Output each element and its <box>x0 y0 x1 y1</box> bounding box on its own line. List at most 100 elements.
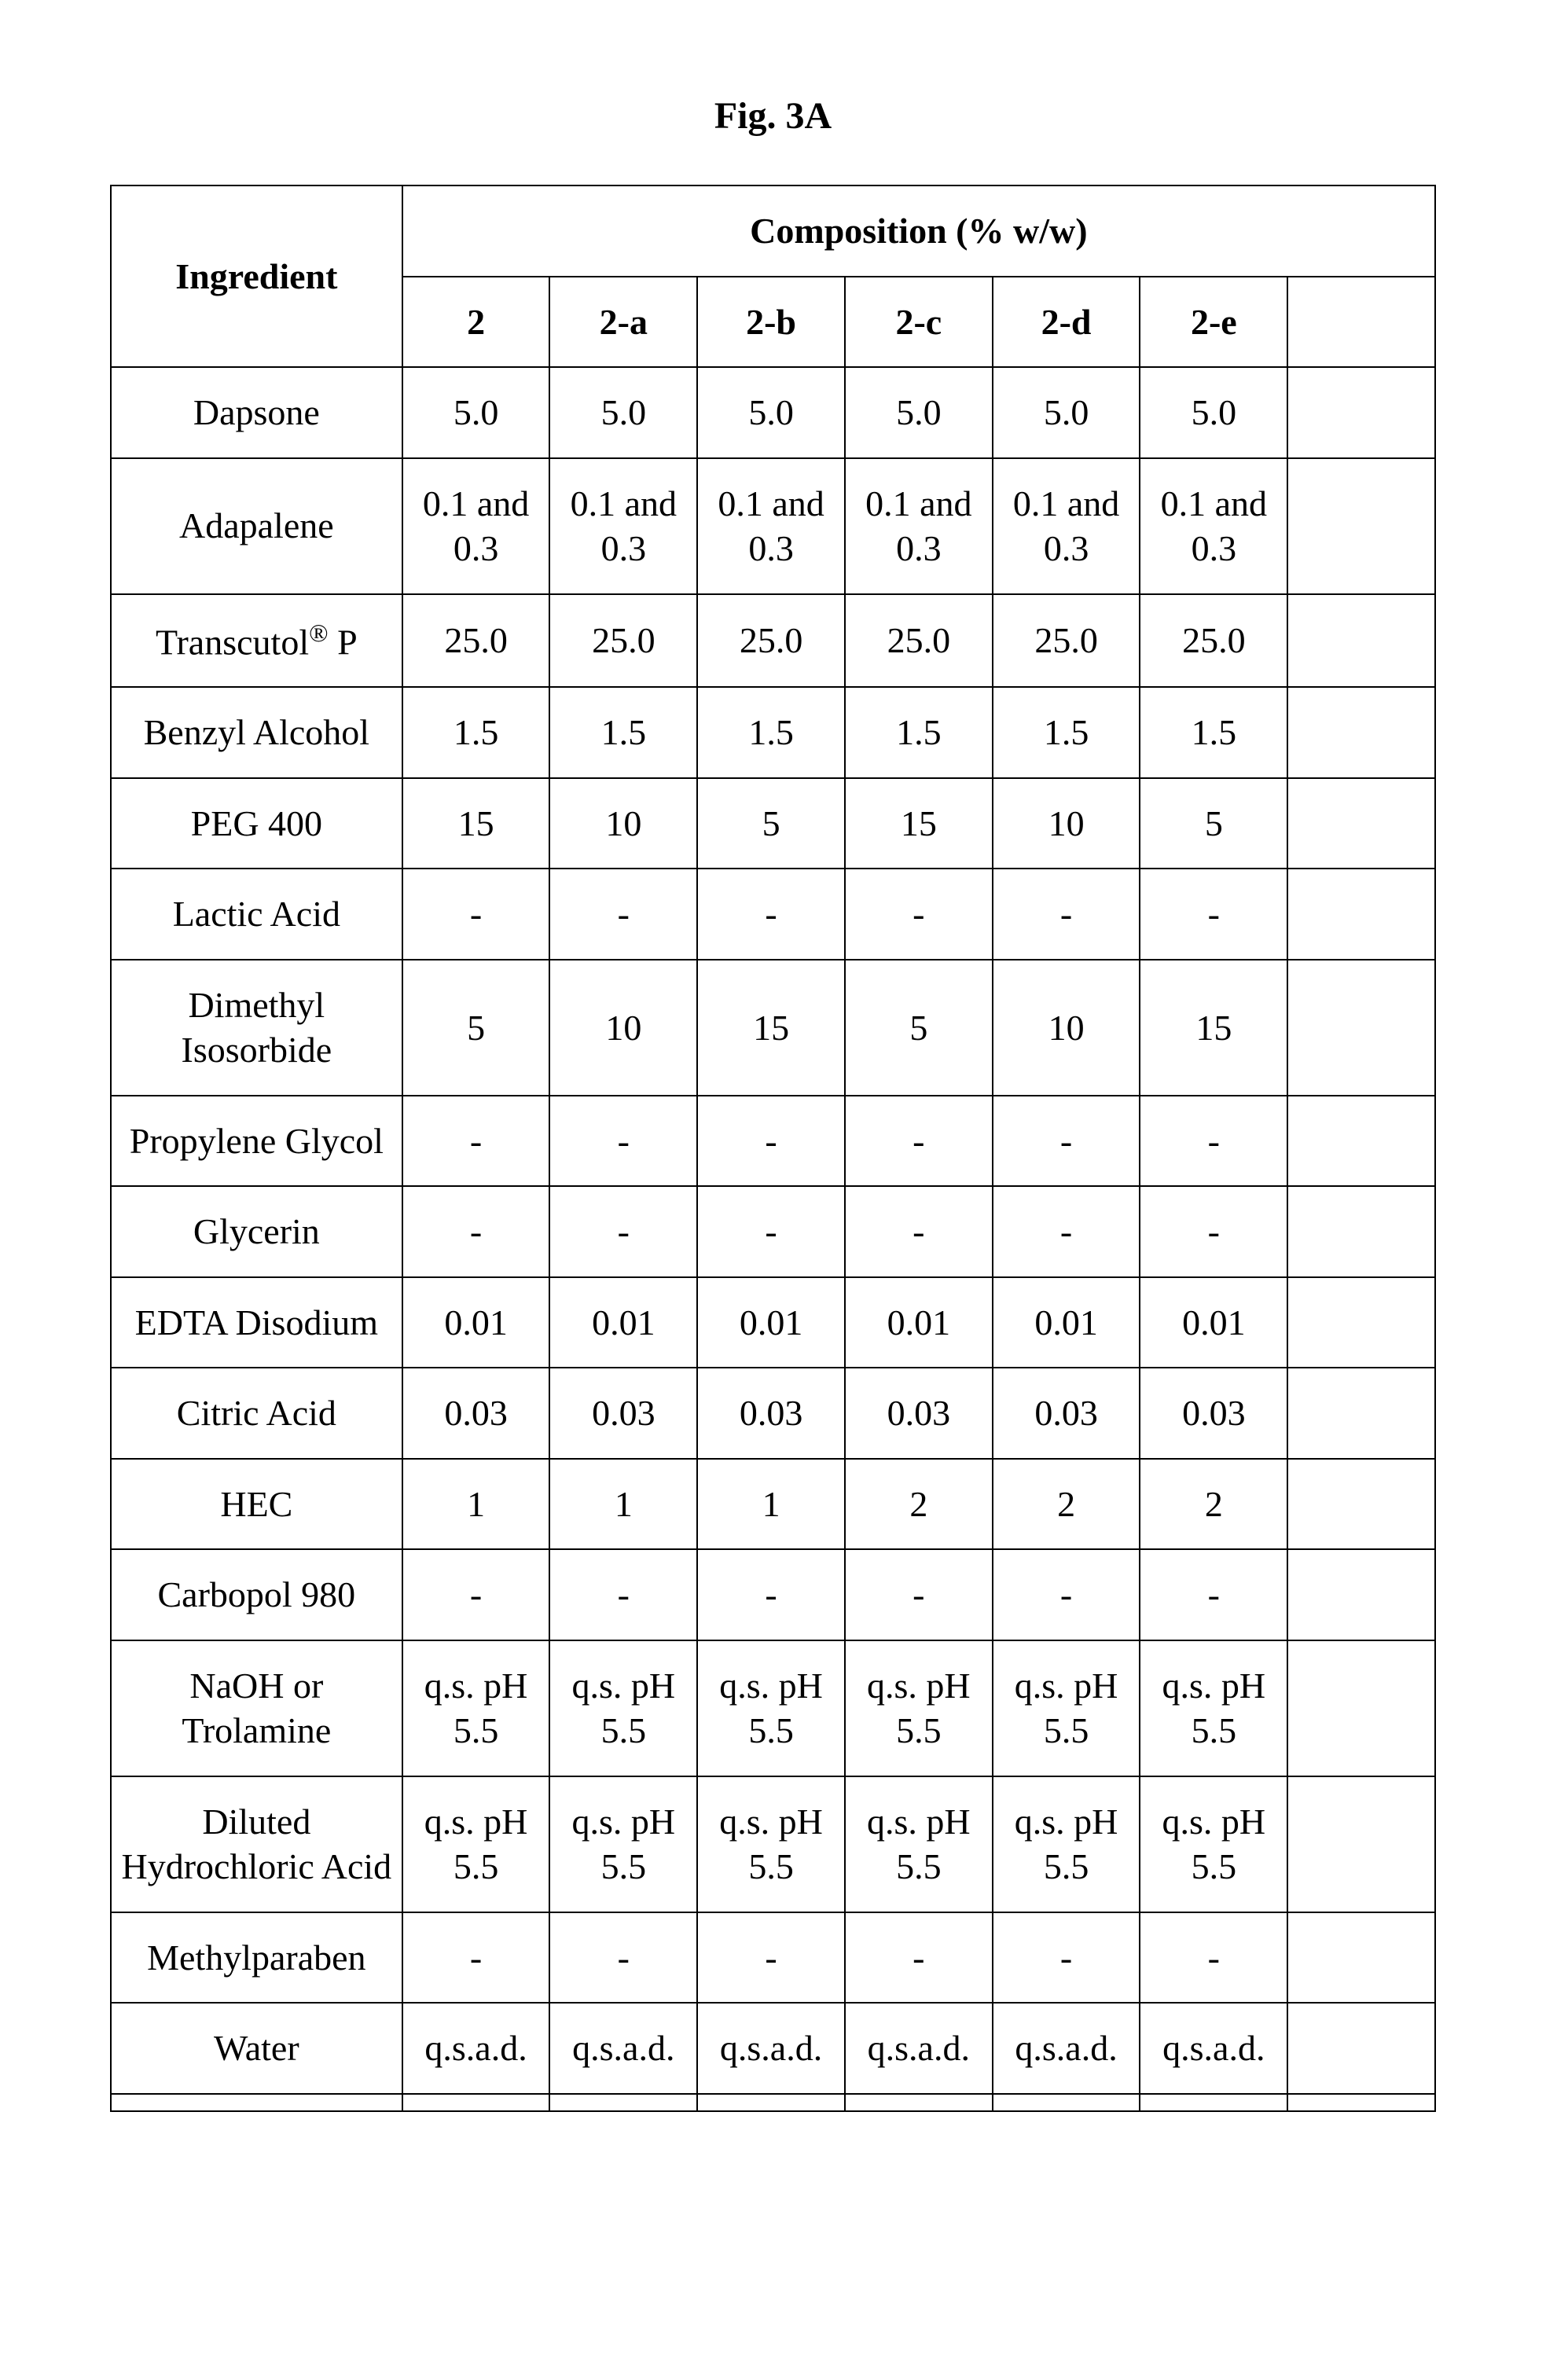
col-header-composition: Composition (% w/w) <box>402 185 1435 277</box>
value-cell: 15 <box>697 960 845 1096</box>
ingredient-cell: Methylparaben <box>111 1912 402 2004</box>
value-cell: 1.5 <box>845 687 993 778</box>
value-cell <box>845 2094 993 2111</box>
value-cell: 25.0 <box>697 594 845 688</box>
table-row: NaOH or Trolamineq.s. pH 5.5q.s. pH 5.5q… <box>111 1640 1435 1776</box>
value-cell <box>1287 594 1435 688</box>
table-row: Dimethyl Isosorbide5101551015 <box>111 960 1435 1096</box>
table-row: Waterq.s.a.d.q.s.a.d.q.s.a.d.q.s.a.d.q.s… <box>111 2003 1435 2094</box>
value-cell: q.s.a.d. <box>993 2003 1140 2094</box>
value-cell: 0.03 <box>1140 1368 1287 1459</box>
value-cell: - <box>1140 1549 1287 1640</box>
value-cell: - <box>993 1912 1140 2004</box>
value-cell <box>1287 1640 1435 1776</box>
value-cell: q.s. pH 5.5 <box>845 1776 993 1912</box>
ingredient-cell: Adapalene <box>111 458 402 594</box>
table-header: IngredientComposition (% w/w)22-a2-b2-c2… <box>111 185 1435 367</box>
value-cell: - <box>697 1912 845 2004</box>
value-cell <box>1287 1186 1435 1277</box>
value-cell: 15 <box>845 778 993 869</box>
value-cell: 1 <box>697 1459 845 1550</box>
value-cell: 25.0 <box>1140 594 1287 688</box>
table-row: Propylene Glycol------ <box>111 1096 1435 1187</box>
table-row: Benzyl Alcohol1.51.51.51.51.51.5 <box>111 687 1435 778</box>
value-cell <box>549 2094 697 2111</box>
value-cell: 5 <box>845 960 993 1096</box>
value-cell: 0.01 <box>845 1277 993 1368</box>
value-cell: 0.1 and 0.3 <box>697 458 845 594</box>
ingredient-cell: Lactic Acid <box>111 869 402 960</box>
subcol-header: 2 <box>402 277 550 368</box>
value-cell <box>993 2094 1140 2111</box>
value-cell: q.s. pH 5.5 <box>1140 1776 1287 1912</box>
value-cell: 2 <box>845 1459 993 1550</box>
value-cell: 1.5 <box>993 687 1140 778</box>
value-cell: 0.01 <box>993 1277 1140 1368</box>
value-cell: q.s.a.d. <box>1140 2003 1287 2094</box>
value-cell <box>1287 1459 1435 1550</box>
value-cell: 1 <box>402 1459 550 1550</box>
value-cell: - <box>549 1549 697 1640</box>
value-cell: q.s. pH 5.5 <box>697 1640 845 1776</box>
value-cell: - <box>402 1186 550 1277</box>
table-row: Carbopol 980------ <box>111 1549 1435 1640</box>
value-cell: q.s. pH 5.5 <box>1140 1640 1287 1776</box>
value-cell: 0.1 and 0.3 <box>402 458 550 594</box>
value-cell: 10 <box>549 778 697 869</box>
value-cell: - <box>549 1912 697 2004</box>
value-cell: 5 <box>402 960 550 1096</box>
value-cell <box>697 2094 845 2111</box>
value-cell: q.s. pH 5.5 <box>993 1776 1140 1912</box>
value-cell: 5.0 <box>993 367 1140 458</box>
value-cell: 0.1 and 0.3 <box>549 458 697 594</box>
value-cell: 5.0 <box>1140 367 1287 458</box>
table-row: Diluted Hydrochloric Acidq.s. pH 5.5q.s.… <box>111 1776 1435 1912</box>
value-cell: - <box>549 1186 697 1277</box>
value-cell: - <box>697 1186 845 1277</box>
value-cell: - <box>845 869 993 960</box>
value-cell: q.s.a.d. <box>402 2003 550 2094</box>
value-cell: - <box>1140 1912 1287 2004</box>
value-cell: 0.01 <box>549 1277 697 1368</box>
table-row: EDTA Disodium0.010.010.010.010.010.01 <box>111 1277 1435 1368</box>
ingredient-cell: PEG 400 <box>111 778 402 869</box>
value-cell <box>111 2094 402 2111</box>
composition-table: IngredientComposition (% w/w)22-a2-b2-c2… <box>110 185 1436 2112</box>
ingredient-cell: Transcutol® P <box>111 594 402 688</box>
value-cell: q.s.a.d. <box>845 2003 993 2094</box>
value-cell <box>1140 2094 1287 2111</box>
ingredient-cell: Dapsone <box>111 367 402 458</box>
ingredient-cell: Benzyl Alcohol <box>111 687 402 778</box>
subcol-header: 2-a <box>549 277 697 368</box>
value-cell: q.s. pH 5.5 <box>697 1776 845 1912</box>
value-cell <box>1287 2003 1435 2094</box>
value-cell: 2 <box>993 1459 1140 1550</box>
value-cell: 10 <box>993 778 1140 869</box>
value-cell: - <box>697 1096 845 1187</box>
value-cell: 5.0 <box>845 367 993 458</box>
value-cell: - <box>993 1549 1140 1640</box>
value-cell: - <box>697 1549 845 1640</box>
value-cell <box>1287 1549 1435 1640</box>
value-cell: - <box>845 1549 993 1640</box>
figure-label: Fig. 3A <box>110 94 1436 138</box>
value-cell <box>1287 1776 1435 1912</box>
value-cell: 5 <box>1140 778 1287 869</box>
value-cell: - <box>993 1096 1140 1187</box>
ingredient-cell: Diluted Hydrochloric Acid <box>111 1776 402 1912</box>
value-cell: q.s. pH 5.5 <box>402 1776 550 1912</box>
value-cell: 10 <box>993 960 1140 1096</box>
value-cell: - <box>1140 869 1287 960</box>
value-cell <box>1287 367 1435 458</box>
value-cell <box>1287 1368 1435 1459</box>
ingredient-cell: Carbopol 980 <box>111 1549 402 1640</box>
value-cell <box>1287 1096 1435 1187</box>
value-cell: - <box>697 869 845 960</box>
value-cell: 0.03 <box>993 1368 1140 1459</box>
value-cell: 1.5 <box>402 687 550 778</box>
value-cell <box>402 2094 550 2111</box>
table-body: Dapsone5.05.05.05.05.05.0Adapalene0.1 an… <box>111 367 1435 2111</box>
value-cell: 10 <box>549 960 697 1096</box>
table-row: Dapsone5.05.05.05.05.05.0 <box>111 367 1435 458</box>
value-cell: - <box>402 1912 550 2004</box>
